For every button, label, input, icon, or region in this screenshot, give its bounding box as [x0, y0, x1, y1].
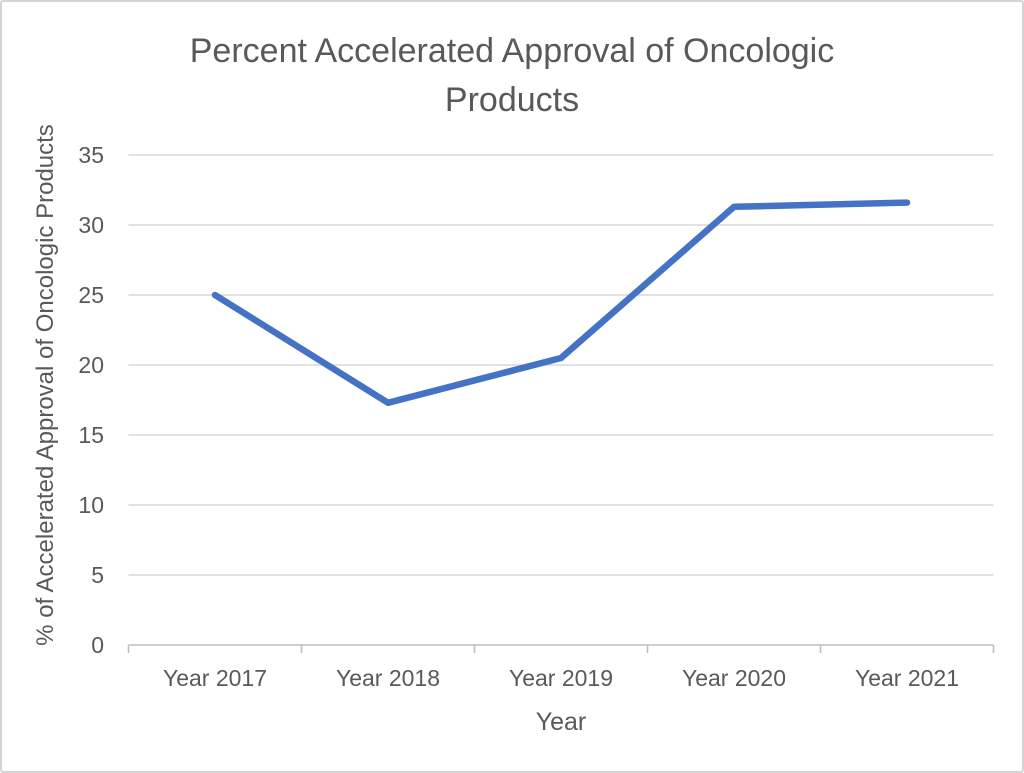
- x-axis-title: Year: [535, 708, 587, 736]
- y-tick-label: 20: [78, 352, 104, 378]
- y-tick-label: 15: [78, 422, 104, 448]
- y-tick-label: 25: [78, 282, 104, 308]
- y-axis-title: % of Accelerated Approval of Oncologic P…: [32, 124, 59, 646]
- y-tick-label: 35: [78, 142, 104, 168]
- data-series-line: [211, 199, 911, 407]
- x-tick-label: Year 2021: [854, 665, 960, 691]
- y-tick-label: 10: [78, 492, 104, 518]
- y-tick-label: 30: [78, 212, 104, 238]
- x-tick-label: Year 2020: [681, 665, 787, 691]
- y-tick-label: 5: [91, 562, 104, 588]
- x-tick-label: Year 2019: [508, 665, 614, 691]
- chart-title-text: Percent Accelerated Approval of Oncologi…: [189, 32, 835, 119]
- x-tick-label: Year 2018: [335, 665, 441, 691]
- y-tick-label: 0: [91, 632, 104, 658]
- x-tick-label: Year 2017: [162, 665, 268, 691]
- chart-title: Percent Accelerated Approval of Oncologi…: [0, 27, 1024, 125]
